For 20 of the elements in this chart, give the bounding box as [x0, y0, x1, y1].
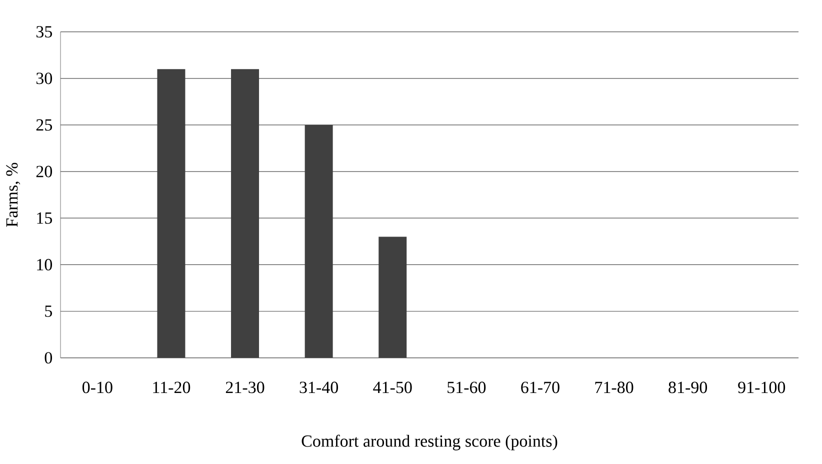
x-tick-label: 81-90: [668, 382, 708, 394]
y-axis-title: Farms, %: [6, 162, 20, 227]
x-tick-label: 51-60: [448, 382, 486, 394]
x-tick-label: 61-70: [521, 382, 560, 394]
x-tick-label: 21-30: [226, 382, 264, 394]
x-tick-label: 31-40: [300, 382, 338, 394]
y-tick-label: 30: [36, 72, 52, 84]
y-tick-label: 5: [45, 306, 52, 317]
x-tick-label: 71-80: [595, 382, 634, 394]
y-tick-label: 10: [37, 258, 52, 270]
x-axis-title: Comfort around resting score (points): [302, 434, 558, 450]
x-tick-label: 11-20: [153, 382, 190, 394]
y-tick-label: 25: [36, 119, 52, 131]
y-tick-label: 15: [37, 212, 52, 224]
x-tick-label: 91-100: [738, 382, 786, 394]
x-tick-label: 0-10: [82, 382, 112, 394]
x-tick-label: 41-50: [373, 382, 412, 394]
y-tick-label: 0: [44, 352, 52, 364]
y-tick-label: 35: [36, 26, 52, 38]
y-tick-label: 20: [36, 166, 52, 178]
